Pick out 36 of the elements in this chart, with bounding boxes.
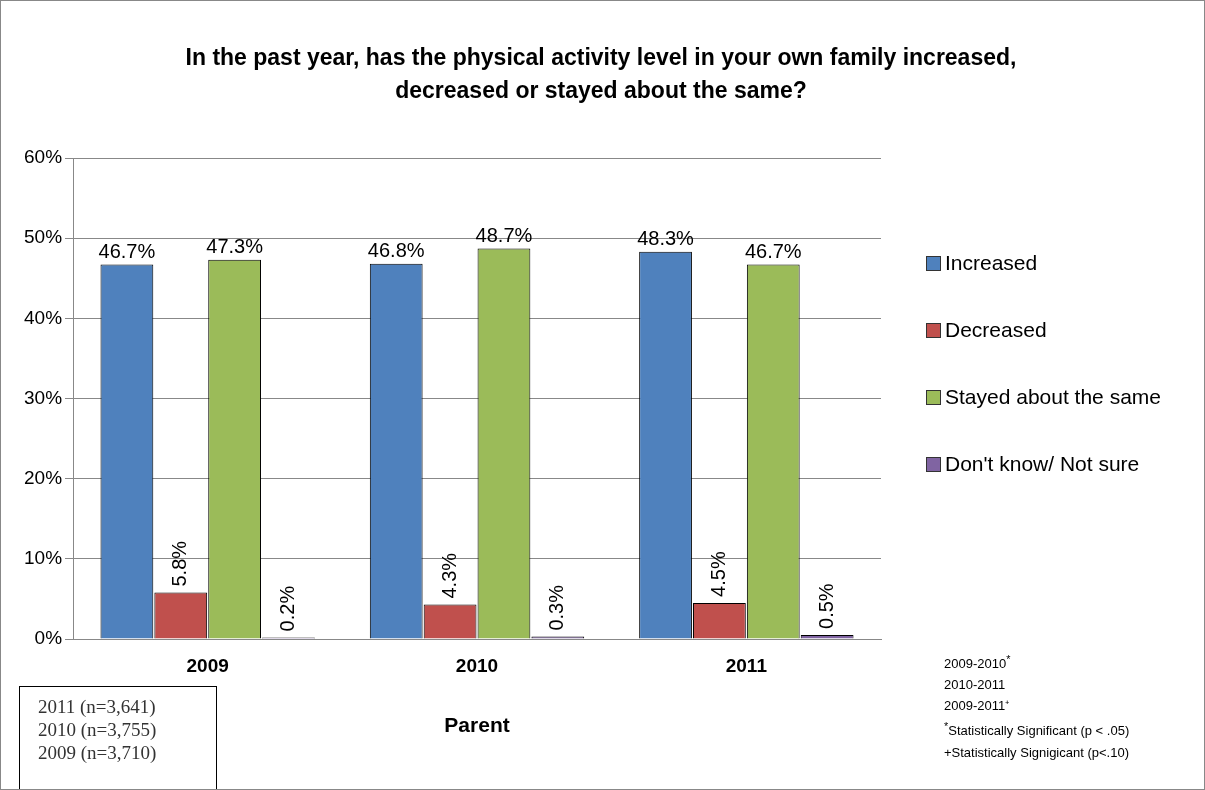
data-label: 0.2% [276, 585, 298, 632]
chart-title: In the past year, has the physical activity level in your own family increased, decreased or stayed about the same? [184, 43, 1018, 105]
text: $^{*}$Statistically Significant (p < .05) [944, 719, 1130, 741]
x-axis-title: Parent [444, 713, 510, 737]
data-label: 4.3% [437, 552, 460, 599]
text: 2010-2011 [944, 676, 1007, 695]
y-tick-label: 30% [24, 386, 63, 408]
x-tick-label: 2011 [725, 654, 768, 676]
text: +Statistically Signigicant (p<.10) [944, 743, 1130, 762]
legend-label: Don't know/ Not sure [945, 451, 1140, 477]
text: 2009 (n=3,710) [38, 741, 158, 764]
legend-label: Decreased [945, 317, 1047, 343]
data-label: 46.8% [367, 239, 425, 262]
data-label: 0.3% [545, 584, 568, 631]
data-label: 48.7% [475, 224, 533, 247]
y-tick-label: 40% [24, 306, 63, 328]
text: 2011 (n=3,641) [38, 695, 157, 718]
data-label: 4.5% [706, 551, 729, 597]
data-label: 47.3% [206, 235, 264, 258]
data-label: 0.5% [814, 583, 837, 629]
data-label: 48.3% [637, 227, 695, 250]
y-tick-label: 10% [24, 547, 63, 569]
y-tick-label: 50% [24, 226, 63, 248]
legend-label: Increased [945, 250, 1038, 276]
y-tick-label: 60% [24, 146, 63, 168]
legend-label: Stayed about the same [945, 384, 1161, 410]
data-label: 46.7% [744, 240, 802, 263]
data-label: 5.8% [168, 540, 191, 587]
x-tick-label: 2010 [455, 654, 499, 676]
y-tick-label: 0% [34, 627, 63, 649]
y-tick-label: 20% [24, 466, 63, 488]
text: 2009-2010$^{*}$ [944, 652, 1012, 674]
text: 2009-2011⁺ [944, 697, 1011, 716]
x-tick-label: 2009 [186, 654, 229, 676]
data-label: 46.7% [98, 240, 156, 263]
text: 2010 (n=3,755) [38, 718, 158, 741]
